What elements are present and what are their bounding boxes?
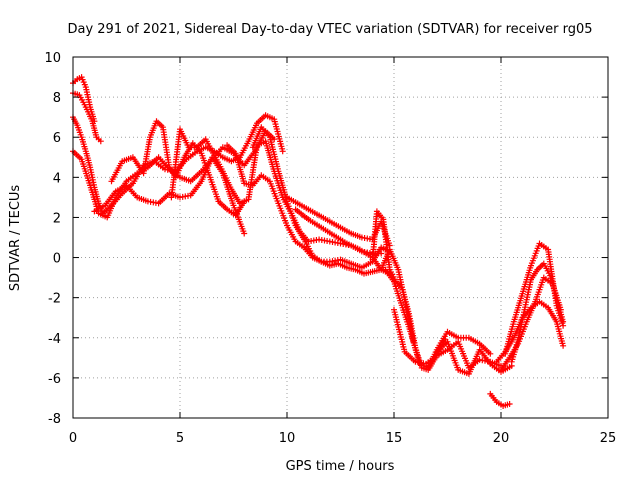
y-tick-label: -6 bbox=[48, 372, 61, 387]
series-markers bbox=[493, 298, 567, 365]
x-tick-label: 0 bbox=[69, 431, 77, 446]
y-tick-label: 10 bbox=[44, 51, 61, 66]
y-tick-label: 0 bbox=[53, 252, 61, 267]
y-axis-title: SDTVAR / TECUs bbox=[8, 185, 23, 292]
series-arc-7 bbox=[168, 126, 385, 257]
grid-lines bbox=[73, 57, 608, 418]
series-arc-19 bbox=[502, 240, 567, 357]
x-tick-label: 25 bbox=[600, 431, 617, 446]
y-tick-label: 4 bbox=[53, 171, 61, 186]
series-arc-20 bbox=[493, 298, 567, 365]
chart-title: Day 291 of 2021, Sidereal Day-to-day VTE… bbox=[67, 22, 592, 37]
series-arc-16 bbox=[487, 390, 513, 409]
x-axis-title: GPS time / hours bbox=[286, 459, 395, 474]
plot-frame bbox=[72, 56, 609, 419]
series-markers bbox=[249, 124, 393, 277]
x-tick-label: 15 bbox=[386, 431, 403, 446]
y-tick-label: -8 bbox=[48, 412, 61, 427]
y-tick-label: -4 bbox=[48, 332, 61, 347]
series-arc-2 bbox=[70, 90, 104, 145]
y-tick-label: -2 bbox=[48, 292, 61, 307]
y-tick-label: 8 bbox=[53, 91, 61, 106]
data-series-group bbox=[70, 74, 567, 409]
axis-tick-labels: 0 5 10 15 20 25 -8 -6 -4 -2 0 2 4 6 8 10 bbox=[44, 51, 616, 446]
series-arc-14 bbox=[391, 306, 504, 371]
series-markers bbox=[487, 390, 513, 409]
y-tick-label: 6 bbox=[53, 131, 61, 146]
series-arc-9 bbox=[249, 124, 393, 277]
x-tick-label: 20 bbox=[493, 431, 510, 446]
x-tick-label: 5 bbox=[176, 431, 184, 446]
series-markers bbox=[391, 306, 504, 371]
x-tick-label: 10 bbox=[279, 431, 296, 446]
y-tick-label: 2 bbox=[53, 211, 61, 226]
axis-ticks bbox=[72, 56, 609, 419]
